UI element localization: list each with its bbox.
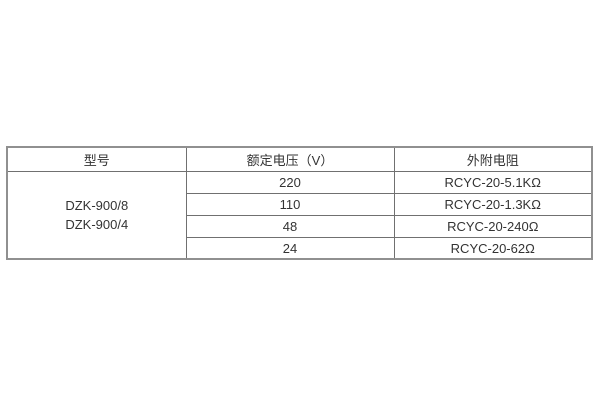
header-row: 型号 额定电压（V） 外附电阻 xyxy=(6,146,593,172)
header-cell-resistor: 外附电阻 xyxy=(393,146,593,172)
table-row: 24 RCYC-20-62Ω xyxy=(7,237,593,260)
table-row: 48 RCYC-20-240Ω xyxy=(7,215,593,238)
resistor-cell: RCYC-20-240Ω xyxy=(393,215,593,238)
voltage-cell: 48 xyxy=(185,215,395,238)
voltage-cell: 24 xyxy=(185,237,395,260)
model-cell: DZK-900/8 DZK-900/4 xyxy=(6,171,187,260)
model-line: DZK-900/4 xyxy=(65,217,129,232)
resistor-cell: RCYC-20-1.3KΩ xyxy=(393,193,593,216)
model-line: DZK-900/8 xyxy=(65,198,129,213)
voltage-cell: 220 xyxy=(185,171,395,194)
table-row: DZK-900/8 DZK-900/4 220 RCYC-20-5.1KΩ xyxy=(6,171,593,260)
voltage-cell: 110 xyxy=(185,193,395,216)
spec-table: 型号 额定电压（V） 外附电阻 DZK-900/8 DZK-900/4 220 … xyxy=(6,146,593,260)
header-cell-model: 型号 xyxy=(6,146,187,172)
header-cell-voltage: 额定电压（V） xyxy=(185,146,395,172)
resistor-cell: RCYC-20-62Ω xyxy=(393,237,593,260)
resistor-cell: RCYC-20-5.1KΩ xyxy=(393,171,593,194)
